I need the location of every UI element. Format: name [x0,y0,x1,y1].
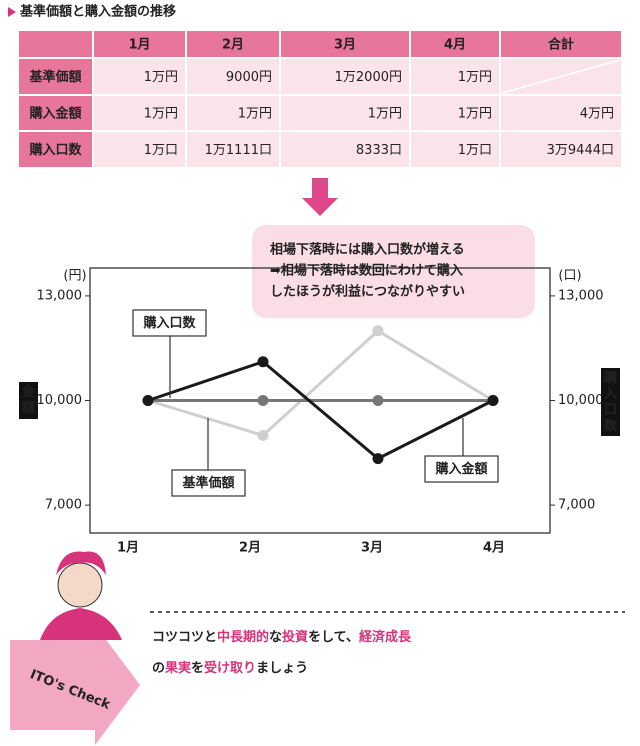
x-tick-label: 2月 [239,541,261,556]
legend-label: 購入口数 [142,315,196,331]
header-cell [499,29,623,59]
table-value: 9000円 [226,70,272,85]
badge-arrow [10,625,140,745]
table-cell [499,130,623,169]
table-value: 1万2000円 [335,70,402,85]
column-header: 3月 [334,38,356,53]
data-point [372,325,384,337]
data-point [257,429,269,441]
x-tick-label: 3月 [361,541,383,556]
title: 基準価額と購入金額の推移 [19,4,176,20]
x-tick-label: 1月 [117,541,139,556]
y-tick-label: 7,000 [45,498,82,513]
table-value: 3万9444口 [547,143,614,158]
table-value: 1万円 [458,70,492,85]
y2-unit: (口) [558,269,581,284]
callout-text: ➡相場下落時は数回にわけて購入 [270,263,463,279]
y2-tick-label: 13,000 [558,288,604,303]
message-segment: 果実 [164,660,191,676]
table-cell [279,130,411,169]
table-value: 1万円 [458,107,492,122]
message-segment: 中長期的 [217,629,269,645]
title-marker [8,7,16,17]
y-unit: (円) [63,269,86,284]
down-arrow [302,178,338,216]
legend-box [132,309,207,337]
header-cell [279,29,411,59]
y-tick-label: 13,000 [37,288,83,303]
message-segment: ましょう [256,661,308,676]
avatar-face [57,562,103,608]
table-cell [409,94,501,132]
legend-box [424,455,499,483]
table-cell [185,130,281,169]
avatar-hair [56,551,106,575]
avatar-body [40,608,122,640]
message-line: の果実を受け取りましょう [152,660,308,676]
message-segment: な [269,630,282,645]
row-header: 購入金額 [28,106,81,122]
data-point [257,395,269,406]
row-header: 購入口数 [28,142,82,158]
series-line [147,328,494,438]
table-value: 4万円 [580,107,614,122]
table-value: 8333口 [356,143,402,158]
x-tick-label: 4月 [483,541,505,556]
table-cell [279,94,411,132]
table-value: 1万円 [238,107,272,122]
y-axis-label: 金額 [21,384,36,416]
table-value: 1万円 [144,70,178,85]
y-axis-label-box [19,382,38,419]
column-header: 4月 [444,38,466,53]
message-segment: 投資 [282,629,308,645]
legend-label: 基準価額 [181,475,234,491]
message-segment: をして、 [308,630,359,645]
legend-box [171,469,246,497]
data-point [257,356,269,368]
table-cell [409,130,501,169]
series-line [147,360,494,461]
callout-text: したほうが利益につながりやすい [270,284,465,300]
column-header: 1月 [128,38,150,53]
table-value: 1万口 [458,143,492,158]
row-header: 基準価額 [28,69,81,85]
callout-text: 相場下落時には購入口数が増える [270,242,465,258]
y2-tick-label: 7,000 [558,498,595,513]
legend-label: 購入金額 [434,461,487,477]
y-tick-label: 10,000 [37,393,83,408]
data-point [372,395,384,406]
table-cell [92,94,187,132]
message-segment: 経済成長 [359,629,412,645]
message-segment: 受け取り [204,660,256,676]
y2-axis-label-box [601,368,620,436]
table-corner [17,29,94,59]
table-cell [92,57,187,96]
y2-tick-label: 10,000 [558,393,604,408]
column-header: 合計 [548,37,574,53]
table-value: 1万円 [368,107,402,122]
data-point [142,395,154,406]
row-header-cell [17,130,94,169]
table-cell [409,57,501,96]
table-cell [185,94,281,132]
message-segment: コツコツと [152,630,217,645]
message-line: コツコツと中長期的な投資をして、経済成長 [152,629,412,645]
data-point [487,395,499,406]
y2-axis-label: 購入口数 [603,370,618,434]
column-header: 2月 [222,38,244,53]
message-segment: の [152,661,165,676]
table-cell [499,94,623,132]
empty-cell-slash [501,59,621,94]
callout-box [252,225,535,318]
row-header-cell [17,57,94,96]
table-value: 1万1111口 [205,143,272,158]
table-value: 1万円 [144,107,178,122]
data-point [372,453,384,465]
message-segment: を [191,661,204,676]
table-cell [185,57,281,96]
row-header-cell [17,94,94,132]
table-value: 1万口 [144,143,178,158]
